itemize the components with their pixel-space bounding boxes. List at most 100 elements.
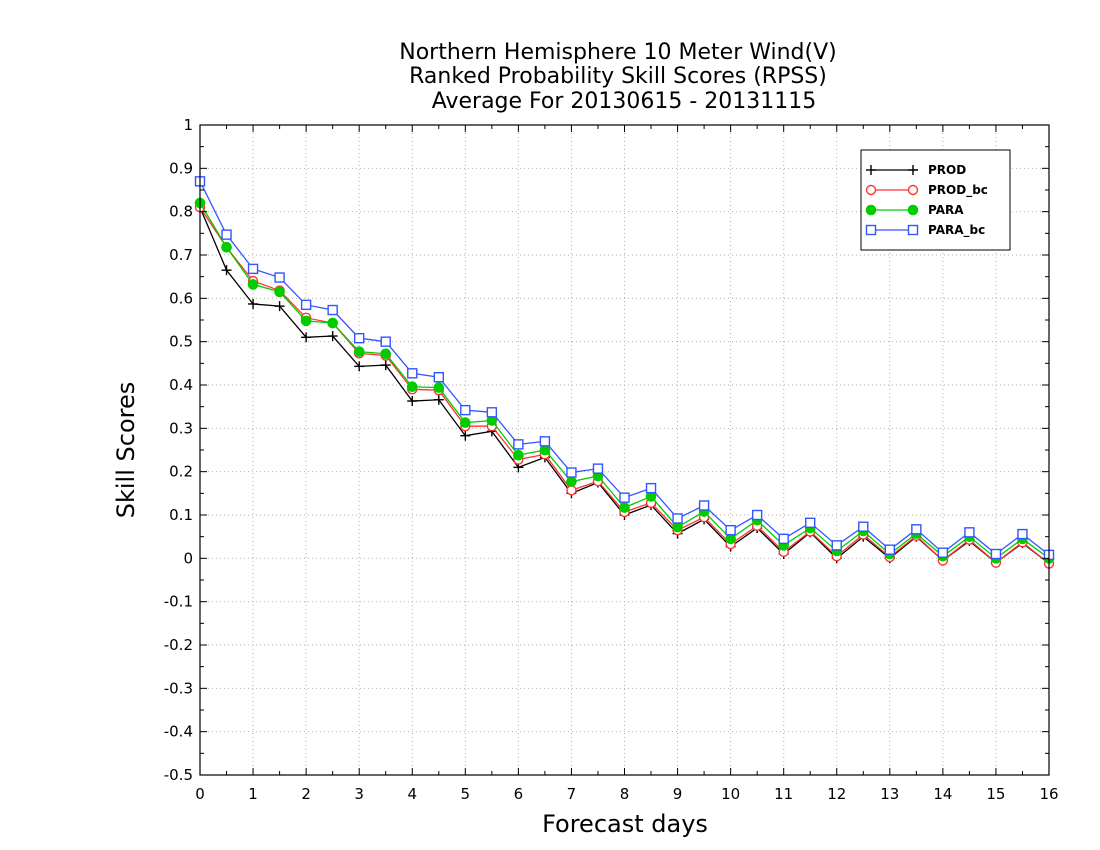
x-tick-label: 14 [933, 785, 952, 803]
axis-ticks [199, 124, 1050, 776]
chart-title: Northern Hemisphere 10 Meter Wind(V) Ran… [399, 40, 837, 114]
data-point [354, 361, 365, 372]
data-point [990, 548, 1002, 560]
y-tick-label: -0.5 [164, 766, 193, 784]
data-point [513, 449, 524, 461]
legend-marker [865, 204, 877, 216]
data-point [274, 272, 285, 283]
data-point [964, 527, 975, 538]
y-tick-label: 0.3 [169, 419, 193, 437]
data-point [725, 524, 736, 536]
legend-marker [907, 184, 919, 196]
y-tick-label: 0.5 [169, 333, 193, 351]
data-point [460, 417, 471, 429]
x-tick-label: 6 [514, 785, 524, 803]
series-para [194, 197, 1055, 564]
data-point [645, 482, 657, 494]
data-point [805, 517, 816, 528]
data-point [1017, 528, 1028, 540]
y-tick-label: 0.7 [169, 246, 193, 264]
data-point [698, 500, 710, 511]
y-tick-label: -0.4 [164, 723, 193, 741]
x-axis-label: Forecast days [542, 810, 708, 838]
y-tick-label: 0.6 [169, 289, 193, 307]
legend-label: PROD [928, 163, 966, 177]
y-tick-label: 0.8 [169, 203, 193, 221]
data-point [327, 317, 338, 329]
y-tick-label: -0.3 [164, 679, 193, 697]
title-line-2: Ranked Probability Skill Scores (RPSS) [409, 64, 827, 89]
y-tick-label: 0.1 [169, 506, 193, 524]
data-point [460, 404, 471, 416]
data-point [539, 444, 551, 456]
data-point [248, 298, 259, 309]
data-point [433, 382, 445, 393]
x-tick-label: 13 [880, 785, 899, 803]
data-point [858, 521, 869, 532]
data-point [486, 407, 498, 418]
data-point [353, 333, 365, 344]
y-tick-label: 0.4 [169, 376, 193, 394]
data-point [751, 509, 763, 521]
data-point [327, 304, 338, 316]
series-layer [194, 176, 1055, 569]
data-point [380, 348, 392, 360]
x-tick-label: 11 [774, 785, 793, 803]
y-tick-labels: 1 0.9 0.8 0.7 0.6 0.5 0.4 0.3 0.2 0.1 0 -0.1 -0.2 -0.… [164, 116, 193, 784]
x-tick-label: 1 [248, 785, 258, 803]
legend-item: PARA_bc [865, 223, 985, 238]
data-point [274, 286, 285, 298]
x-tick-label: 2 [301, 785, 311, 803]
legend-box [860, 149, 1011, 251]
data-point [407, 368, 418, 379]
title-line-3: Average For 20130615 - 20131115 [432, 89, 817, 114]
y-tick-label: 0 [183, 549, 193, 567]
x-tick-label: 0 [195, 785, 205, 803]
x-tick-label: 7 [567, 785, 577, 803]
data-point [380, 360, 391, 371]
legend: PROD PROD_bc PARA PARA_bc [860, 149, 1011, 251]
data-point [407, 396, 418, 407]
data-point [301, 332, 312, 343]
data-point [619, 492, 630, 503]
data-point [592, 463, 604, 474]
data-point [300, 299, 312, 311]
data-point [672, 521, 683, 533]
x-tick-label: 10 [721, 785, 740, 803]
x-tick-label: 3 [354, 785, 364, 803]
data-point [247, 279, 259, 290]
data-point [221, 229, 232, 240]
data-point [247, 263, 259, 275]
legend-item: PARA [865, 203, 964, 217]
data-point [221, 265, 232, 276]
y-tick-label: -0.2 [164, 636, 193, 654]
x-tick-label: 15 [986, 785, 1005, 803]
y-axis-label: Skill Scores [112, 382, 140, 519]
title-line-1: Northern Hemisphere 10 Meter Wind(V) [399, 40, 837, 65]
data-point [831, 540, 842, 551]
data-point [513, 439, 524, 450]
legend-item: PROD [866, 163, 966, 177]
legend-marker [865, 224, 877, 236]
data-point [460, 430, 471, 441]
y-tick-label: 1 [183, 116, 193, 134]
data-point [539, 436, 551, 447]
data-point [937, 547, 949, 558]
data-point [566, 485, 577, 496]
legend-item: PROD_bc [865, 183, 988, 198]
legend-label: PROD_bc [928, 183, 988, 198]
y-tick-label: -0.1 [164, 593, 193, 611]
data-point [300, 315, 312, 327]
x-tick-label: 8 [620, 785, 630, 803]
data-point [619, 502, 630, 513]
data-point [672, 513, 683, 524]
y-tick-label: 0.2 [169, 463, 193, 481]
data-point [406, 381, 418, 393]
x-tick-label: 12 [827, 785, 846, 803]
legend-label: PARA [928, 203, 964, 217]
legend-marker [865, 184, 877, 196]
x-tick-label: 4 [407, 785, 417, 803]
data-point [327, 331, 338, 342]
data-point [566, 467, 577, 478]
x-tick-label: 9 [673, 785, 683, 803]
